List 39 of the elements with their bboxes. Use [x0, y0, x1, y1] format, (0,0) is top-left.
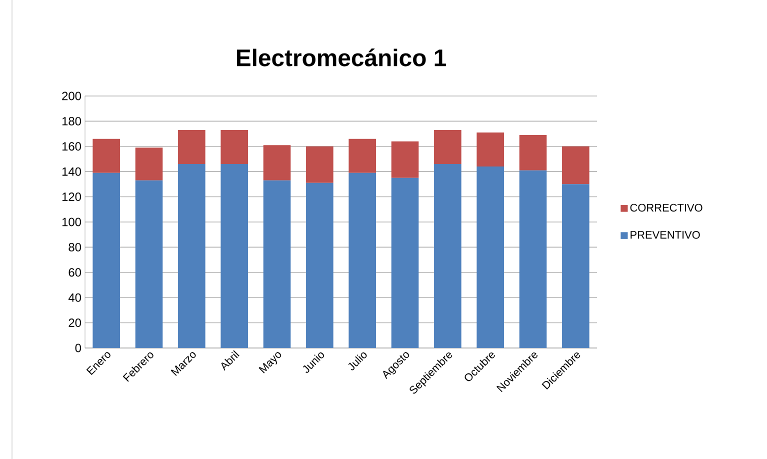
legend-label: CORRECTIVO [630, 204, 702, 212]
bar [220, 130, 248, 164]
bar [434, 130, 462, 164]
bar [306, 146, 334, 183]
bar [306, 182, 334, 348]
y-tick-label: 140 [62, 167, 82, 176]
bar [476, 166, 504, 348]
bar [519, 170, 547, 348]
bar [92, 138, 120, 173]
bar [391, 141, 419, 178]
bar [562, 184, 590, 348]
legend-label: PREVENTIVO [630, 230, 700, 239]
y-tick-label: 60 [68, 268, 82, 277]
bar [348, 138, 376, 173]
y-tick-label: 120 [62, 192, 82, 202]
bar [562, 146, 590, 184]
bar [434, 164, 462, 348]
bar [263, 180, 291, 348]
y-tick-label: 100 [62, 218, 82, 226]
y-tick-label: 40 [68, 293, 82, 302]
bar [92, 172, 120, 348]
bar [135, 148, 163, 180]
y-tick-label: 200 [62, 92, 82, 100]
y-tick-label: 80 [68, 242, 82, 252]
bar [263, 145, 291, 180]
y-tick-label: 20 [68, 318, 82, 328]
y-tick-label: 160 [62, 142, 82, 151]
bar [391, 178, 419, 348]
bar [135, 180, 163, 348]
bar [178, 130, 206, 164]
y-tick-label: 0 [75, 344, 82, 352]
chart-title: Electromecánico 1 [236, 48, 446, 66]
x-tick-label: Julio [348, 352, 367, 370]
y-tick-label: 180 [62, 116, 82, 126]
bar [476, 132, 504, 167]
bar [519, 135, 547, 170]
bar [178, 164, 206, 348]
bar [220, 164, 248, 348]
bar [348, 172, 376, 348]
